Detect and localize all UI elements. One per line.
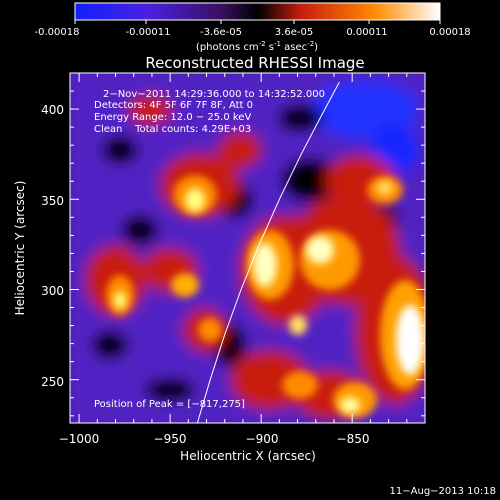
y-tick-label-0: 250 xyxy=(41,375,64,389)
chart-title: Reconstructed RHESSI Image xyxy=(145,54,364,72)
peak-position-label: Position of Peak = [−817,275] xyxy=(94,399,245,410)
annotation-clean-counts: Clean Total counts: 4.29E+03 xyxy=(94,124,251,135)
colorbar-ticks xyxy=(74,20,441,24)
colorbar-tick-1: -0.00011 xyxy=(126,27,171,38)
annotation-time-range: 2−Nov−2011 14:29:36.000 to 14:32:52.000 xyxy=(103,89,325,100)
x-tick-label-3: −850 xyxy=(337,432,370,446)
solar-limb-curve xyxy=(196,81,340,423)
plot-frame xyxy=(69,72,426,424)
annotation-detectors: Detectors: 4F 5F 6F 7F 8F, Att 0 xyxy=(94,100,253,111)
colorbar-units: (photons cm-2 s-1 asec-2) xyxy=(196,40,318,53)
colorbar-tick-4: 0.00011 xyxy=(346,27,387,38)
colorbar xyxy=(74,2,441,21)
x-tick-label-1: −950 xyxy=(154,432,187,446)
colorbar-tick-0: -0.00018 xyxy=(35,27,80,38)
x-axis-label: Heliocentric X (arcsec) xyxy=(180,449,316,463)
colorbar-tick-3: 3.6e-05 xyxy=(275,27,313,38)
y-tick-label-2: 350 xyxy=(41,194,64,208)
x-tick-label-2: −900 xyxy=(246,432,279,446)
annotation-energy-range: Energy Range: 12.0 − 25.0 keV xyxy=(94,112,251,123)
heatmap-image xyxy=(70,73,425,423)
y-axis-label: Heliocentric Y (arcsec) xyxy=(13,181,27,316)
colorbar-tick-5: 0.00018 xyxy=(429,27,470,38)
x-tick-label-0: −1000 xyxy=(59,432,100,446)
axis-ticks xyxy=(70,72,426,423)
y-tick-label-3: 400 xyxy=(41,103,64,117)
colorbar-tick-2: -3.6e-05 xyxy=(200,27,242,38)
footer-date: 11−Aug−2013 10:18 xyxy=(390,486,496,497)
y-tick-label-1: 300 xyxy=(41,284,64,298)
